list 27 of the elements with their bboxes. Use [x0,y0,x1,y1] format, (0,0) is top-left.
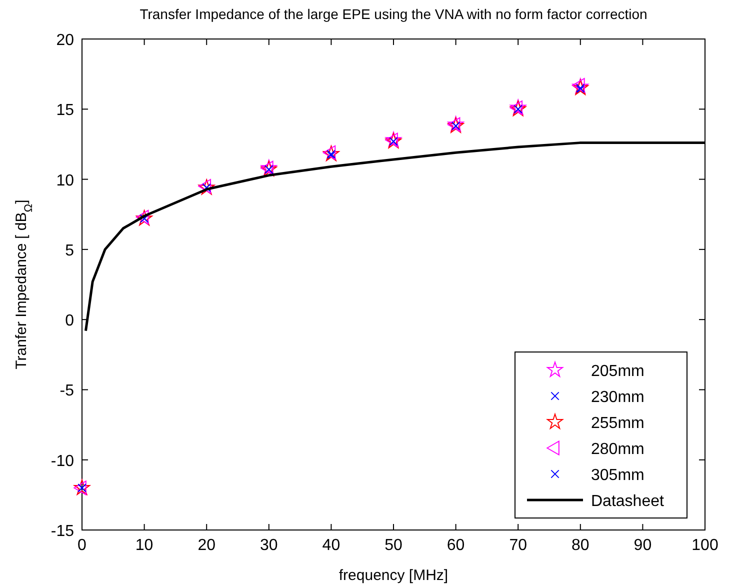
y-tick-label: -15 [50,523,74,540]
x-axis-title: frequency [MHz] [338,567,448,584]
x-tick-label: 10 [135,537,154,554]
legend-label: 205mm [591,363,644,380]
y-tick-label: 5 [65,242,74,260]
x-tick-label: 30 [260,537,278,554]
y-tick-label: 0 [65,312,74,330]
x-tick-label: 0 [78,537,87,554]
x-tick-label: 80 [572,537,590,554]
chart-title: Transfer Impedance of the large EPE using the VNA with no form factor correction [140,6,648,22]
legend-label: Datasheet [591,493,664,510]
legend-label: 255mm [591,415,644,432]
x-tick-label: 40 [322,537,340,554]
x-tick-label: 100 [692,537,718,554]
legend-label: 280mm [591,441,644,458]
x-tick-label: 20 [198,537,216,554]
y-tick-label: -5 [60,382,74,400]
x-tick-label: 50 [384,537,402,554]
y-tick-label: 10 [56,172,74,190]
y-tick-label: 20 [56,32,74,49]
legend-label: 305mm [591,467,644,484]
x-tick-label: 70 [509,537,528,554]
y-tick-label: -10 [50,452,74,470]
x-tick-label: 60 [446,537,465,554]
x-tick-label: 90 [634,537,652,554]
y-tick-label: 15 [56,102,74,120]
legend-label: 230mm [591,389,644,406]
